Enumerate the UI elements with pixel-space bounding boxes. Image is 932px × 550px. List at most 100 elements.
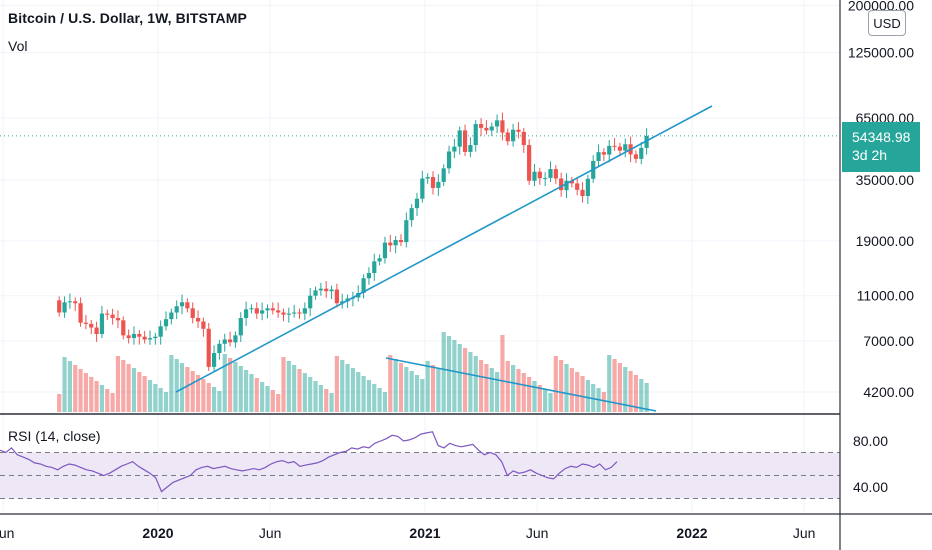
candle-body: [548, 169, 553, 178]
candle-body: [607, 145, 612, 155]
candle-body: [206, 328, 211, 367]
candle-body: [286, 313, 291, 315]
volume-bar: [334, 356, 339, 412]
candle-body: [372, 261, 377, 274]
volume-bar: [78, 369, 83, 412]
candle-body: [73, 301, 78, 304]
volume-bar: [211, 387, 217, 412]
volume-bar: [628, 371, 633, 412]
candle-body: [601, 152, 606, 155]
candle-body: [244, 309, 249, 319]
volume-bar: [601, 392, 606, 412]
candle-body: [147, 338, 153, 340]
time-tick-label: Jun: [259, 525, 282, 541]
price-tick-label: 19000.00: [856, 233, 915, 249]
volume-bar: [83, 373, 89, 412]
candle-body: [163, 319, 169, 327]
candle-body: [580, 189, 585, 197]
volume-bar: [543, 389, 548, 412]
candle-body: [393, 239, 398, 246]
volume-bar: [254, 378, 259, 412]
volume-bar: [308, 377, 313, 412]
rsi-line-group: [0, 431, 618, 493]
volume-bar: [281, 357, 286, 412]
volume-bar: [372, 384, 377, 412]
candle-body: [361, 278, 366, 294]
candle-body: [457, 130, 462, 147]
volume-bar: [548, 393, 553, 412]
candle-body: [121, 320, 126, 336]
currency-button[interactable]: USD: [868, 10, 906, 36]
candle-body: [377, 258, 382, 262]
volume-bar: [329, 393, 334, 412]
volume-bar: [174, 359, 179, 412]
candle-body: [99, 313, 105, 335]
candle-body: [516, 129, 521, 132]
candle-body: [201, 321, 206, 329]
volume-bar: [553, 356, 558, 412]
candle-body: [238, 318, 243, 336]
time-tick-label: Jun: [0, 525, 14, 541]
volume-bar: [505, 361, 510, 412]
candle-body: [324, 288, 329, 292]
volume-bar: [366, 380, 372, 412]
volume-bar: [292, 365, 297, 412]
candle-body: [452, 146, 457, 152]
volume-bar: [318, 385, 323, 412]
volume-bar: [623, 367, 628, 412]
candle-body: [105, 313, 110, 315]
volume-bar: [430, 365, 436, 412]
candle-body: [366, 273, 372, 279]
candle-body: [612, 145, 617, 147]
candle-body: [94, 327, 99, 335]
time-tick-label: 2020: [142, 525, 173, 541]
volume-bar: [612, 359, 617, 412]
rsi-line: [0, 431, 618, 493]
candle-body: [83, 322, 89, 324]
candle-body: [569, 180, 574, 184]
volume-bar: [270, 390, 275, 412]
candle-body: [115, 318, 121, 321]
candle-body: [318, 288, 323, 291]
candle-body: [142, 336, 147, 340]
volume-bar: [110, 393, 115, 412]
volume-bar: [169, 355, 174, 412]
volume-bar: [217, 391, 222, 412]
candle-body: [137, 334, 142, 337]
price-tick-label: 125000.00: [848, 45, 914, 61]
volume-bar: [511, 365, 516, 412]
candle-body: [532, 171, 537, 181]
time-tick-label: Jun: [526, 525, 549, 541]
candle-body: [596, 152, 601, 161]
candle-body: [388, 242, 393, 246]
volume-bar: [276, 394, 281, 412]
volume-bar: [126, 364, 131, 412]
volume-bar: [478, 360, 484, 412]
volume-bar: [244, 370, 249, 412]
volume-bar: [89, 377, 94, 412]
candle-body: [511, 129, 516, 142]
candle-body: [623, 144, 628, 151]
candle-body: [211, 353, 217, 367]
volume-bar: [238, 366, 243, 412]
candle-body: [521, 131, 526, 146]
last-price-badge: 54348.98 3d 2h: [842, 122, 920, 172]
rsi-band: [0, 452, 840, 499]
candle-body: [398, 239, 404, 243]
volume-bar: [633, 375, 639, 412]
price-tick-label: 4200.00: [863, 384, 914, 400]
volume-bar: [457, 344, 462, 412]
volume-bar: [388, 355, 393, 412]
volume-bar: [249, 374, 254, 412]
volume-bar: [585, 380, 590, 412]
volume-bar: [468, 352, 473, 412]
candle-body: [462, 130, 468, 152]
volume-bar: [484, 364, 489, 412]
candle-body: [559, 178, 564, 191]
volume-bar: [559, 360, 564, 412]
volume-bar: [158, 388, 163, 412]
last-price-value: 54348.98: [852, 129, 911, 145]
volume-bar: [190, 371, 195, 412]
rsi-tick-label: 40.00: [853, 479, 888, 495]
